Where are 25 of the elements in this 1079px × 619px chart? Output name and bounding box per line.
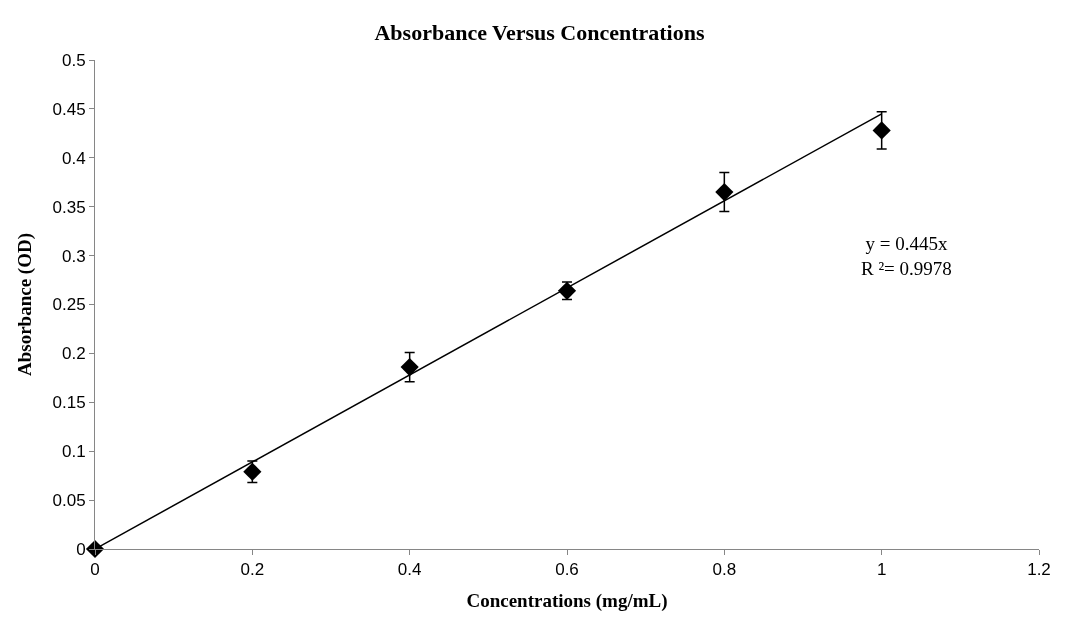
- y-tick-label: 0.5: [61, 50, 86, 70]
- y-tick-label: 0: [76, 539, 86, 559]
- y-tick-label: 0.2: [61, 344, 86, 364]
- y-tick-label: 0.1: [61, 442, 86, 462]
- y-tick-label: 0.3: [61, 246, 86, 266]
- y-tick-label: 0.05: [52, 491, 86, 511]
- point: [400, 357, 419, 377]
- y-tick-label: 0.25: [52, 295, 86, 315]
- x-tick-label: 0: [90, 560, 100, 580]
- y-axis-title: Absorbance (OD): [14, 232, 37, 377]
- chart-title: Absorbance Versus Concentrations: [374, 20, 705, 46]
- annotation: y = 0.445x R ²= 0.9978: [861, 233, 952, 279]
- point: [872, 121, 891, 140]
- point: [715, 182, 734, 202]
- y-tick-label: 0.45: [52, 99, 86, 119]
- y-tick-label: 0.35: [52, 197, 86, 217]
- x-tick-label: 0.8: [712, 560, 737, 580]
- x-tick-label: 1.2: [1027, 560, 1051, 580]
- y-tick-label: 0.15: [52, 393, 86, 413]
- x-tick-label: 0.4: [397, 560, 422, 580]
- x-axis-title: Concentrations (mg/mL): [466, 590, 668, 613]
- y-tick-label: 0.4: [61, 148, 86, 168]
- x-tick-label: 0.2: [240, 560, 265, 580]
- x-tick-label: 1: [876, 560, 887, 580]
- x-tick-label: 0.6: [555, 560, 579, 580]
